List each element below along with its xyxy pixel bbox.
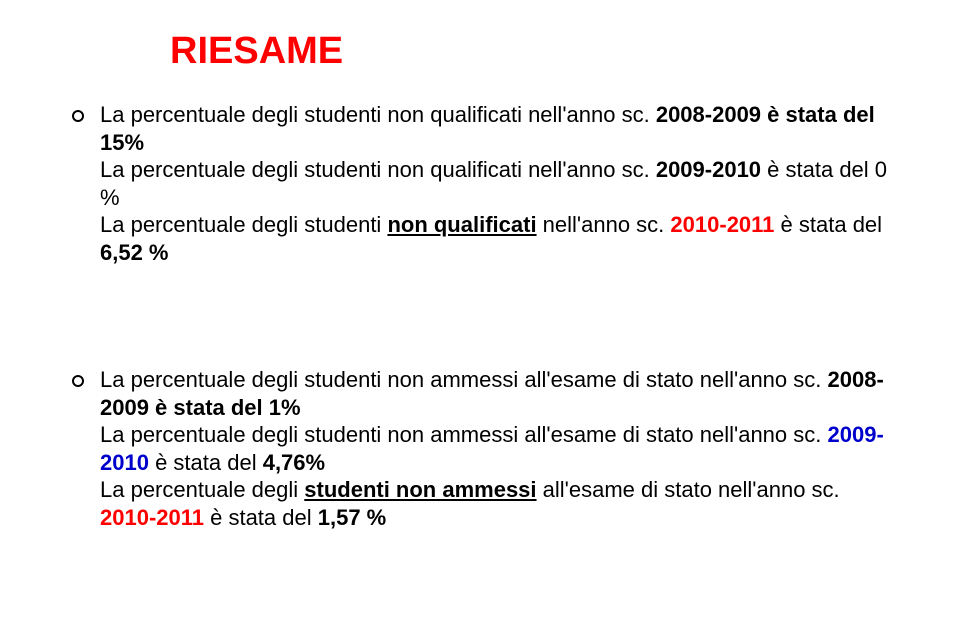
b2-l3-rest: è stata del <box>204 505 318 530</box>
b1-l2-year: 2009-2010 <box>656 157 761 182</box>
b2-l2-rest: è stata del <box>149 450 263 475</box>
b1-l3-pct: 6,52 % <box>100 240 169 265</box>
b1-l3-uq: non qualificati <box>387 212 536 237</box>
b1-l3-rest: è stata del <box>774 212 882 237</box>
bullet-icon <box>72 375 84 387</box>
b2-l2-pre: La percentuale degli studenti non ammess… <box>100 422 828 447</box>
b1-l1-pre: La percentuale degli studenti non qualif… <box>100 102 650 127</box>
b1-l3-year: 2010-2011 <box>670 212 774 237</box>
b1-l3-pre: La percentuale degli studenti <box>100 212 387 237</box>
b1-line1: La percentuale degli studenti non qualif… <box>100 101 900 156</box>
b2-line1: La percentuale degli studenti non ammess… <box>100 366 900 421</box>
b1-l3-post: nell'anno sc. <box>537 212 665 237</box>
slide: RIESAME La percentuale degli studenti no… <box>0 0 960 630</box>
bullet-block-1: La percentuale degli studenti non qualif… <box>100 101 900 266</box>
b2-l2-pct: 4,76% <box>263 450 325 475</box>
b2-l1-pre: La percentuale degli studenti non ammess… <box>100 367 828 392</box>
b2-line2: La percentuale degli studenti non ammess… <box>100 421 900 476</box>
b1-line3: La percentuale degli studenti non qualif… <box>100 211 900 266</box>
b2-l3-year: 2010-2011 <box>100 505 204 530</box>
b1-line2: La percentuale degli studenti non qualif… <box>100 156 900 211</box>
b2-l3-pre: La percentuale degli <box>100 477 304 502</box>
b1-l2-pre: La percentuale degli studenti non qualif… <box>100 157 650 182</box>
bullet-icon <box>72 110 84 122</box>
b2-l3-post: all'esame di stato nell'anno sc. <box>537 477 840 502</box>
b2-l3-pct: 1,57 % <box>318 505 387 530</box>
slide-title: RIESAME <box>170 30 900 73</box>
b2-l3-uq: studenti non ammessi <box>304 477 536 502</box>
b2-line3: La percentuale degli studenti non ammess… <box>100 476 900 531</box>
bullet-block-2: La percentuale degli studenti non ammess… <box>100 366 900 531</box>
